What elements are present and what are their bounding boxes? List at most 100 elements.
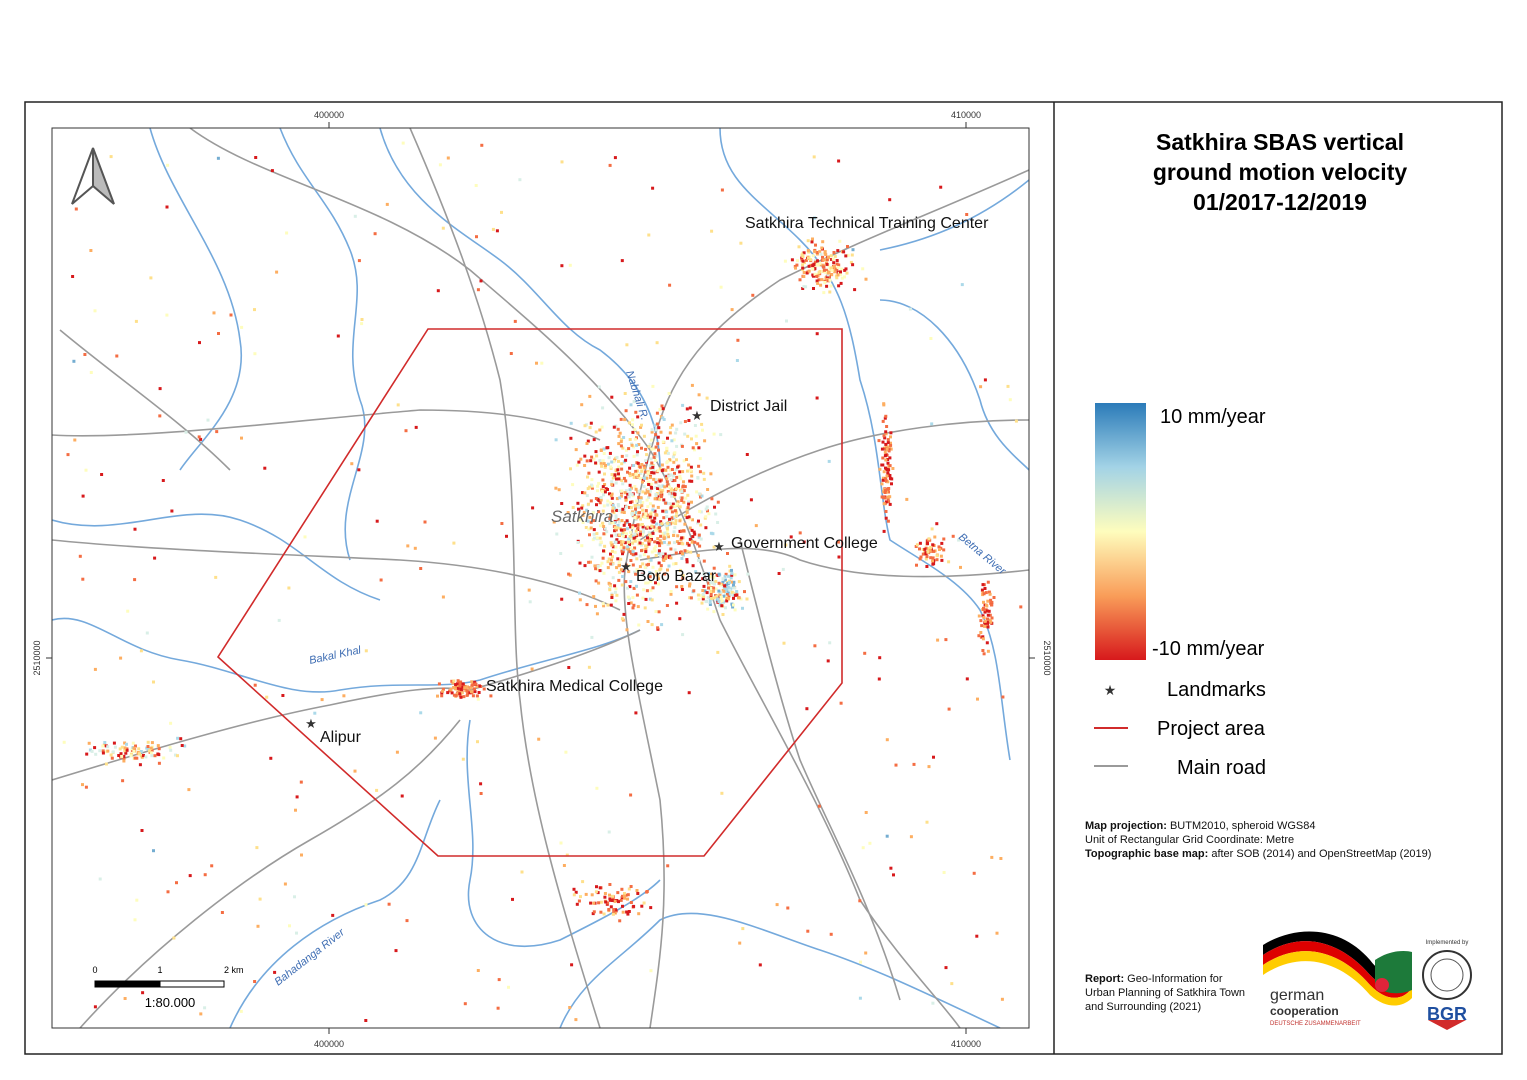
velocity-point — [665, 525, 669, 529]
velocity-point — [625, 343, 629, 347]
velocity-point — [658, 479, 662, 483]
velocity-point — [623, 896, 627, 900]
velocity-point — [682, 529, 686, 533]
velocity-point — [394, 949, 398, 953]
velocity-point — [648, 515, 652, 519]
velocity-point — [633, 546, 637, 550]
velocity-point — [987, 609, 991, 613]
velocity-point — [651, 468, 655, 472]
velocity-point — [821, 255, 824, 259]
road — [739, 539, 901, 1001]
velocity-point — [659, 485, 663, 489]
velocity-point — [648, 476, 652, 480]
velocity-point — [811, 267, 815, 271]
velocity-point — [636, 605, 640, 609]
velocity-point — [535, 361, 538, 365]
velocity-point — [594, 430, 598, 434]
velocity-point — [625, 519, 629, 523]
velocity-point — [809, 258, 813, 262]
velocity-point — [813, 216, 817, 220]
velocity-point — [861, 846, 865, 850]
velocity-point — [884, 500, 888, 504]
velocity-point — [688, 596, 692, 600]
velocity-point — [628, 483, 632, 487]
place-label: Satkhira Medical College — [486, 678, 663, 695]
velocity-point — [627, 602, 631, 605]
velocity-point — [709, 581, 713, 585]
velocity-point — [639, 472, 643, 475]
velocity-point — [716, 650, 720, 654]
grid-ticks — [46, 122, 1035, 1034]
velocity-point — [951, 534, 955, 538]
velocity-point — [651, 531, 655, 535]
velocity-point — [423, 520, 427, 524]
velocity-point — [646, 555, 650, 559]
velocity-point — [647, 496, 651, 499]
velocity-point — [441, 687, 445, 691]
velocity-point — [632, 475, 636, 479]
velocity-point — [724, 606, 727, 610]
velocity-point — [601, 556, 605, 560]
velocity-point — [133, 578, 137, 582]
velocity-point — [929, 545, 933, 549]
velocity-point — [620, 454, 624, 458]
velocity-point — [619, 568, 623, 572]
velocity-point — [451, 681, 455, 685]
velocity-point — [837, 263, 841, 267]
velocity-point — [454, 683, 458, 687]
velocity-point — [825, 262, 829, 266]
velocity-point — [636, 505, 640, 509]
velocity-point — [630, 443, 634, 447]
velocity-point — [924, 557, 928, 561]
logo-text: Implemented by — [1426, 940, 1469, 946]
velocity-point — [294, 808, 297, 812]
velocity-point — [583, 424, 587, 428]
velocity-point — [832, 264, 836, 268]
velocity-point — [659, 554, 663, 558]
velocity-point — [507, 985, 510, 989]
velocity-point — [73, 438, 77, 442]
velocity-point — [505, 534, 508, 538]
velocity-point — [134, 744, 137, 748]
velocity-point — [609, 562, 613, 566]
velocity-point — [644, 491, 647, 495]
velocity-point — [610, 549, 614, 553]
velocity-point — [881, 463, 885, 467]
velocity-point — [915, 543, 919, 547]
velocity-point — [793, 265, 797, 268]
velocity-point — [134, 319, 138, 323]
velocity-point — [616, 540, 620, 544]
velocity-point — [889, 435, 892, 439]
velocity-point — [585, 459, 589, 463]
velocity-point — [656, 487, 660, 490]
velocity-point — [692, 530, 696, 534]
velocity-point — [986, 620, 990, 624]
velocity-point — [884, 510, 888, 513]
velocity-point — [663, 531, 667, 535]
velocity-point — [600, 561, 604, 565]
velocity-point — [680, 490, 684, 494]
velocity-point — [592, 595, 596, 599]
velocity-point — [166, 890, 170, 894]
velocity-point — [582, 510, 586, 514]
velocity-point — [858, 996, 862, 1000]
velocity-point — [554, 486, 558, 490]
velocity-point — [614, 909, 618, 913]
velocity-point — [814, 243, 817, 247]
velocity-point — [212, 311, 216, 315]
velocity-point — [636, 475, 640, 479]
velocity-point — [986, 599, 990, 603]
velocity-point — [666, 490, 670, 493]
velocity-point — [657, 426, 661, 430]
velocity-point — [613, 911, 617, 915]
velocity-point — [661, 416, 665, 420]
velocity-point — [101, 744, 105, 748]
velocity-point — [628, 535, 632, 538]
velocity-point — [690, 437, 693, 441]
velocity-point — [640, 463, 644, 466]
velocity-point — [589, 901, 593, 905]
velocity-point — [596, 891, 600, 895]
velocity-point — [458, 692, 462, 696]
velocity-point — [999, 857, 1003, 860]
velocity-point — [651, 384, 655, 388]
